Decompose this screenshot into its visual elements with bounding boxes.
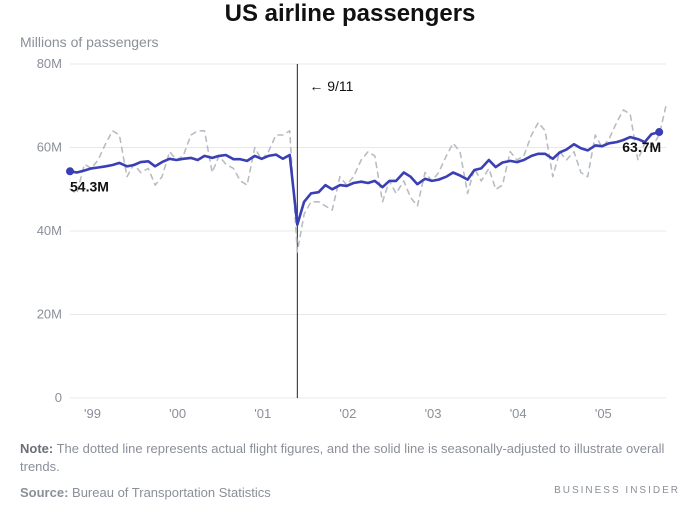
note-text: The dotted line represents actual flight…: [20, 441, 664, 474]
event-marker-label: ← 9/11: [309, 78, 353, 94]
x-tick-label: '05: [595, 406, 612, 421]
x-tick-label: '03: [425, 406, 442, 421]
x-tick-label: '01: [254, 406, 271, 421]
line-chart-svg: 0 20M 40M 60M 80M '99 '00 '01 '02 '03 '04 '05 ← 9/11…: [20, 54, 680, 434]
chart-note: Note: The dotted line represents actual …: [20, 440, 680, 475]
series-actual: [70, 106, 666, 252]
note-label: Note:: [20, 441, 53, 456]
x-tick-label: '00: [169, 406, 186, 421]
start-marker: [66, 167, 74, 175]
y-tick-label: 0: [55, 390, 62, 405]
chart-source-row: Source: Bureau of Transportation Statist…: [20, 485, 680, 500]
end-value-label: 63.7M: [622, 139, 661, 155]
brand-label: BUSINESS INSIDER: [554, 485, 680, 500]
bottom-fade: [0, 501, 700, 525]
x-tick-label: '02: [339, 406, 356, 421]
chart-title: US airline passengers: [20, 0, 680, 28]
source-label: Source:: [20, 485, 68, 500]
y-tick-label: 60M: [37, 140, 62, 155]
source-text: Bureau of Transportation Statistics: [72, 485, 271, 500]
y-axis-title: Millions of passengers: [20, 34, 680, 50]
x-tick-label: '99: [84, 406, 101, 421]
y-tick-label: 80M: [37, 56, 62, 71]
chart-container: US airline passengers Millions of passen…: [0, 0, 700, 525]
start-value-label: 54.3M: [70, 178, 109, 194]
y-tick-label: 20M: [37, 307, 62, 322]
y-tick-label: 40M: [37, 223, 62, 238]
x-tick-label: '04: [510, 406, 527, 421]
series-seasonal: [70, 132, 659, 225]
end-marker: [655, 128, 663, 136]
chart-plot-area: 0 20M 40M 60M 80M '99 '00 '01 '02 '03 '04 '05 ← 9/11…: [20, 54, 680, 434]
